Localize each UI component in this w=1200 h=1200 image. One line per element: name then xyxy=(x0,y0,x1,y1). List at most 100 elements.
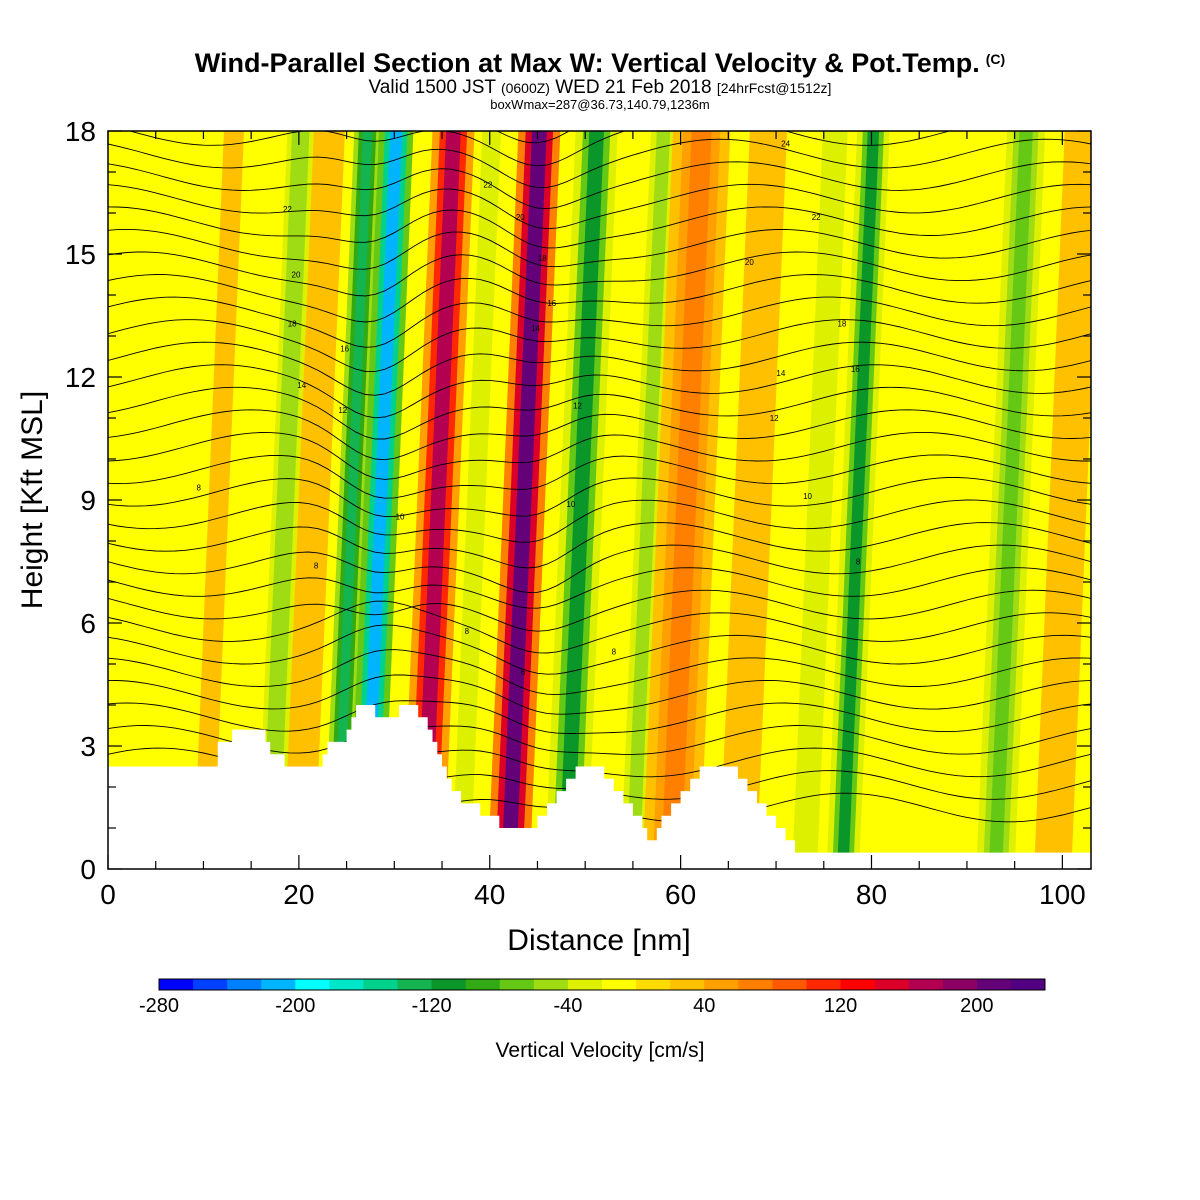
chart-title: Wind-Parallel Section at Max W: Vertical… xyxy=(0,44,1200,78)
theta-contour-line xyxy=(108,624,1091,675)
valid-date: WED 21 Feb 2018 xyxy=(555,77,712,98)
velocity-band xyxy=(727,131,779,869)
theta-contour-line xyxy=(108,567,1091,609)
theta-contour-line xyxy=(108,409,1091,461)
colorbar-swatch xyxy=(874,979,910,990)
colorbar-swatch xyxy=(636,979,671,990)
theta-contour-line xyxy=(108,274,1091,323)
colorbar-swatch xyxy=(772,979,807,990)
x-tick-label: 100 xyxy=(1039,879,1086,910)
valid-utc: (0600Z) xyxy=(500,80,550,96)
valid-prefix: Valid 1500 JST xyxy=(368,77,496,98)
contour-label: 14 xyxy=(531,324,540,333)
colorbar-tick-label: -120 xyxy=(412,995,452,1017)
title-block: Wind-Parallel Section at Max W: Vertical… xyxy=(0,44,1200,111)
theta-contour-line xyxy=(108,649,1091,696)
velocity-band xyxy=(359,131,403,869)
colorbar-swatch xyxy=(329,979,364,990)
colorbar-tick-label: -200 xyxy=(275,995,315,1017)
contour-label: 10 xyxy=(396,512,405,521)
contour-label: 12 xyxy=(338,406,347,415)
contour-label: 18 xyxy=(837,320,846,329)
valid-time: Valid 1500 JST (0600Z) WED 21 Feb 2018 [… xyxy=(0,78,1200,98)
colorbar-swatch xyxy=(1010,979,1046,990)
theta-contour-line xyxy=(108,431,1091,480)
theta-contour-line xyxy=(108,49,1091,94)
x-tick-label: 40 xyxy=(474,879,505,910)
colorbar-tick-label: -280 xyxy=(139,995,179,1017)
contour-label: 8 xyxy=(314,562,319,571)
terrain-mask xyxy=(108,705,1091,869)
box-info: boxWmax=287@36.73,140.79,1236m xyxy=(490,97,710,112)
colorbar-swatch xyxy=(670,979,705,990)
contour-label: 16 xyxy=(340,344,349,353)
y-tick-label: 15 xyxy=(65,239,96,270)
theta-contour-line xyxy=(108,138,1091,189)
theta-contour-line xyxy=(108,228,1091,270)
theta-contour-line xyxy=(108,600,1091,654)
velocity-band xyxy=(290,131,338,869)
y-tick-label: 9 xyxy=(80,485,96,516)
theta-contour-line xyxy=(108,72,1091,119)
colorbar-swatch xyxy=(704,979,739,990)
colorbar-swatch xyxy=(159,979,194,990)
contour-label: 12 xyxy=(573,402,582,411)
theta-contour-line xyxy=(108,341,1091,396)
colorbar-swatch xyxy=(499,979,535,990)
velocity-band xyxy=(837,131,880,869)
velocity-band xyxy=(415,131,461,869)
x-tick-label: 20 xyxy=(283,879,314,910)
copyright-mark: (C) xyxy=(985,51,1006,67)
theta-contour-line xyxy=(108,499,1091,543)
colorbar-tick-label: 40 xyxy=(693,995,715,1017)
colorbar-tick-label: -40 xyxy=(553,995,582,1017)
contour-label: 16 xyxy=(851,365,860,374)
y-axis: 0 3 6 9 12 15 18 xyxy=(65,116,1091,885)
theta-contour-line xyxy=(108,700,1091,734)
colorbar-swatch xyxy=(261,979,296,990)
theta-contour-line xyxy=(128,131,951,167)
contour-labels: 8 22 20 18 14 16 12 8 10 22 20 18 16 14 12 10 8 6 8 24 22 20 1… xyxy=(196,139,860,677)
colorbar-swatch xyxy=(465,979,501,990)
contour-label: 10 xyxy=(803,492,812,501)
y-tick-label: 0 xyxy=(80,854,96,885)
velocity-band xyxy=(988,131,1033,869)
contour-label: 14 xyxy=(776,369,785,378)
contour-label: 6 xyxy=(521,668,526,677)
theta-contour-line xyxy=(108,386,1091,440)
velocity-band xyxy=(332,131,373,869)
y-tick-label: 12 xyxy=(65,362,96,393)
colorbar-swatch xyxy=(976,979,1012,990)
contour-label: 8 xyxy=(612,648,617,657)
forecast-info: [24hrFcst@1512z] xyxy=(716,80,832,96)
colorbar: -280 -200 -120 -40 40 120 200 xyxy=(139,978,1046,1017)
contour-label: 20 xyxy=(292,271,301,280)
contour-label: 14 xyxy=(297,381,306,390)
velocity-band xyxy=(501,131,547,869)
colorbar-tick-label: 120 xyxy=(824,995,857,1017)
colorbar-swatch xyxy=(533,979,569,990)
contour-label: 8 xyxy=(856,558,861,567)
contour-label: 18 xyxy=(288,320,297,329)
chart-title-text: Wind-Parallel Section at Max W: Vertical… xyxy=(194,48,980,78)
velocity-band xyxy=(193,131,244,869)
theta-contour-line xyxy=(108,183,1091,230)
colorbar-swatch xyxy=(397,979,433,990)
theta-contour-line xyxy=(108,251,1091,297)
y-tick-label: 18 xyxy=(65,116,96,147)
contour-label: 22 xyxy=(283,205,292,214)
colorbar-swatch xyxy=(738,979,773,990)
velocity-band xyxy=(902,131,947,869)
colorbar-swatch xyxy=(193,979,228,990)
colorbar-swatch xyxy=(227,979,262,990)
colorbar-swatch xyxy=(567,979,603,990)
contour-label: 20 xyxy=(745,258,754,267)
colorbar-title: Vertical Velocity [cm/s] xyxy=(496,1039,705,1062)
colorbar-swatch xyxy=(295,979,330,990)
contour-label: 8 xyxy=(196,484,201,493)
y-tick-label: 6 xyxy=(80,608,96,639)
colorbar-swatch xyxy=(942,979,978,990)
velocity-band xyxy=(456,131,497,869)
theta-contour-line xyxy=(108,589,1091,632)
contour-label: 22 xyxy=(812,213,821,222)
